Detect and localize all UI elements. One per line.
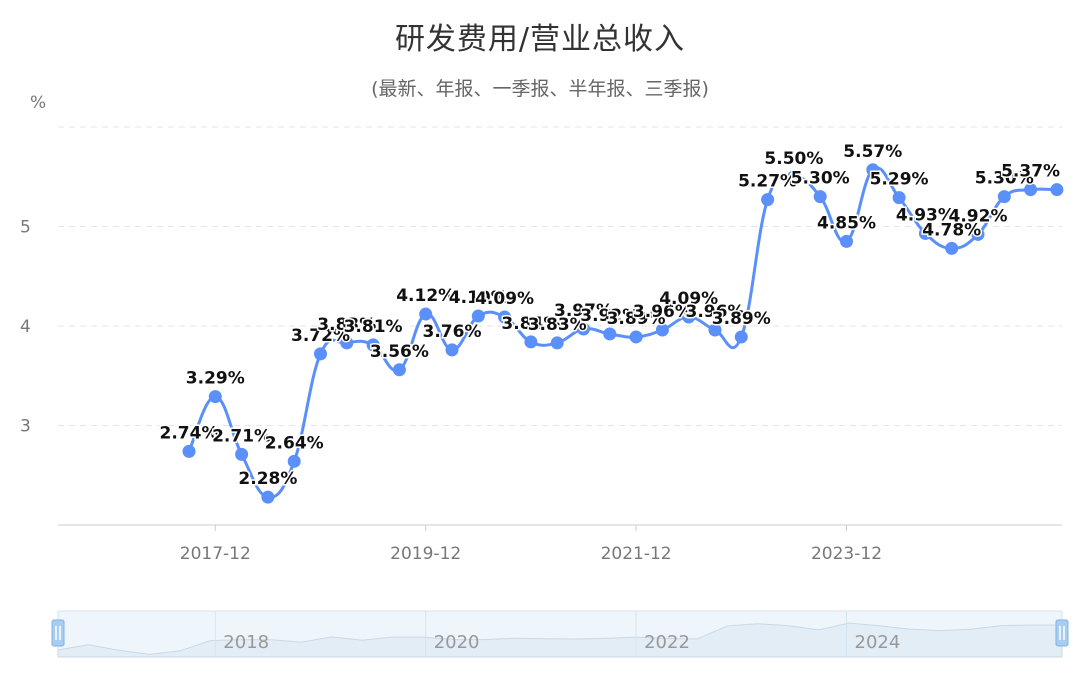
data-point[interactable] bbox=[524, 335, 538, 349]
data-point[interactable] bbox=[314, 347, 327, 361]
data-label: 2.74% bbox=[160, 423, 219, 443]
data-label: 2.64% bbox=[265, 433, 324, 453]
zoom-slider-ticks: 2018 2020 2022 2024 bbox=[214, 611, 901, 657]
data-point[interactable] bbox=[1024, 183, 1038, 197]
y-tick-label: 4 bbox=[20, 317, 31, 337]
data-point[interactable] bbox=[182, 444, 196, 458]
data-label: 3.96% bbox=[686, 302, 745, 322]
data-point[interactable] bbox=[603, 327, 617, 341]
zoom-handle-right[interactable] bbox=[1055, 619, 1069, 647]
data-point[interactable] bbox=[629, 330, 643, 344]
y-axis-ticks: 3 4 5 bbox=[20, 218, 31, 437]
data-point[interactable] bbox=[419, 307, 433, 321]
x-tick-label: 2023-12 bbox=[811, 544, 882, 564]
handle-body[interactable] bbox=[51, 619, 65, 647]
data-label: 3.97% bbox=[554, 301, 613, 321]
data-label: 4.93% bbox=[896, 205, 955, 225]
handle-body[interactable] bbox=[1055, 619, 1069, 647]
data-point[interactable] bbox=[471, 309, 485, 323]
y-tick-label: 5 bbox=[20, 218, 31, 238]
data-point[interactable] bbox=[498, 310, 512, 324]
chart-title: 研发费用/营业总收入 bbox=[394, 22, 686, 57]
data-point[interactable] bbox=[866, 163, 880, 177]
data-label: 4.09% bbox=[475, 289, 534, 309]
data-point[interactable] bbox=[366, 338, 380, 352]
data-point[interactable] bbox=[445, 343, 459, 357]
data-label: 3.56% bbox=[370, 342, 429, 362]
x-tick-label: 2017-12 bbox=[180, 544, 251, 564]
data-point[interactable] bbox=[682, 310, 696, 324]
data-point[interactable] bbox=[208, 390, 222, 404]
data-label: 3.92% bbox=[580, 306, 639, 326]
zoom-slider[interactable]: 2018 2020 2022 2024 bbox=[51, 610, 1069, 658]
data-label: 5.29% bbox=[870, 170, 929, 190]
data-point[interactable] bbox=[577, 322, 590, 336]
series-points bbox=[182, 163, 1064, 504]
data-point[interactable] bbox=[287, 454, 301, 468]
data-label: 4.85% bbox=[817, 213, 876, 233]
data-label: 3.81% bbox=[344, 317, 403, 337]
data-point[interactable] bbox=[840, 234, 853, 248]
data-point[interactable] bbox=[235, 447, 249, 461]
data-point[interactable] bbox=[392, 363, 406, 377]
data-label: 3.29% bbox=[186, 369, 245, 389]
data-label: 3.83% bbox=[317, 315, 376, 335]
data-label: 3.76% bbox=[423, 322, 482, 342]
y-tick-label: 3 bbox=[20, 417, 31, 437]
series-line bbox=[187, 166, 1057, 499]
slider-tick-label: 2022 bbox=[644, 632, 690, 653]
data-point[interactable] bbox=[655, 323, 669, 337]
data-point[interactable] bbox=[813, 190, 827, 204]
data-label: 5.30% bbox=[791, 169, 850, 189]
data-label: 2.71% bbox=[212, 426, 271, 446]
data-labels: 2.74%3.29%2.71%2.28%2.64%3.72%3.83%3.81%… bbox=[158, 140, 1062, 490]
data-point[interactable] bbox=[971, 227, 985, 241]
data-point[interactable] bbox=[918, 226, 932, 240]
data-point[interactable] bbox=[997, 190, 1011, 204]
data-label: 3.72% bbox=[291, 326, 350, 346]
zoom-handle-left[interactable] bbox=[51, 619, 65, 647]
data-point[interactable] bbox=[761, 193, 775, 207]
y-axis-unit: % bbox=[30, 93, 46, 113]
data-label: 2.28% bbox=[238, 469, 297, 489]
data-label: 3.96% bbox=[633, 302, 692, 322]
x-tick-label: 2019-12 bbox=[390, 544, 461, 564]
data-label: 3.89% bbox=[607, 309, 666, 329]
slider-tick-label: 2020 bbox=[434, 632, 480, 653]
data-label: 4.09% bbox=[659, 289, 718, 309]
data-point[interactable] bbox=[340, 336, 354, 350]
data-label: 5.37% bbox=[1001, 162, 1060, 182]
data-point[interactable] bbox=[261, 490, 275, 504]
x-axis-ticks: 2017-12 2019-12 2021-12 2023-12 bbox=[180, 525, 882, 564]
data-point[interactable] bbox=[550, 336, 564, 350]
data-label: 5.27% bbox=[738, 172, 797, 192]
slider-tick-label: 2024 bbox=[855, 632, 901, 653]
data-label: 3.84% bbox=[501, 314, 560, 334]
data-point[interactable] bbox=[734, 330, 748, 344]
chart-subtitle: (最新、年报、一季报、半年报、三季报) bbox=[371, 78, 709, 100]
data-label: 4.12% bbox=[396, 286, 455, 306]
data-label: 3.89% bbox=[712, 309, 771, 329]
data-label: 4.78% bbox=[922, 220, 981, 240]
data-label: 4.92% bbox=[949, 206, 1008, 226]
data-point[interactable] bbox=[892, 191, 906, 205]
data-point[interactable] bbox=[1050, 183, 1064, 197]
slider-tick-label: 2018 bbox=[223, 632, 269, 653]
data-label: 5.57% bbox=[843, 142, 902, 162]
data-point[interactable] bbox=[945, 241, 959, 255]
data-label: 5.30% bbox=[975, 169, 1034, 189]
x-tick-label: 2021-12 bbox=[601, 544, 672, 564]
data-label: 5.50% bbox=[764, 149, 823, 169]
data-label: 3.83% bbox=[528, 315, 587, 335]
grid-lines bbox=[58, 126, 1062, 426]
data-point[interactable] bbox=[787, 170, 801, 184]
data-label: 4.10% bbox=[449, 288, 508, 308]
zoom-slider-preview bbox=[57, 622, 1063, 658]
data-point[interactable] bbox=[708, 323, 722, 337]
